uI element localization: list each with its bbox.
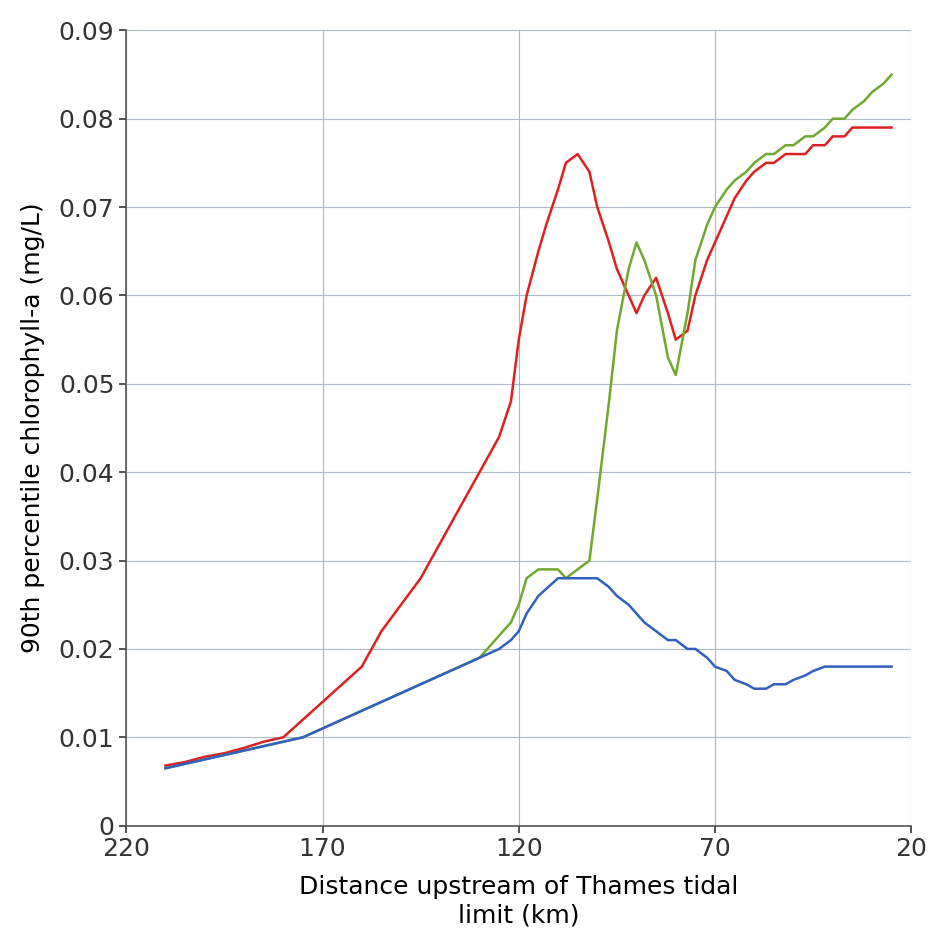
X-axis label: Distance upstream of Thames tidal
limit (km): Distance upstream of Thames tidal limit … [299, 875, 738, 927]
Y-axis label: 90th percentile chlorophyll-a (mg/L): 90th percentile chlorophyll-a (mg/L) [21, 203, 45, 653]
